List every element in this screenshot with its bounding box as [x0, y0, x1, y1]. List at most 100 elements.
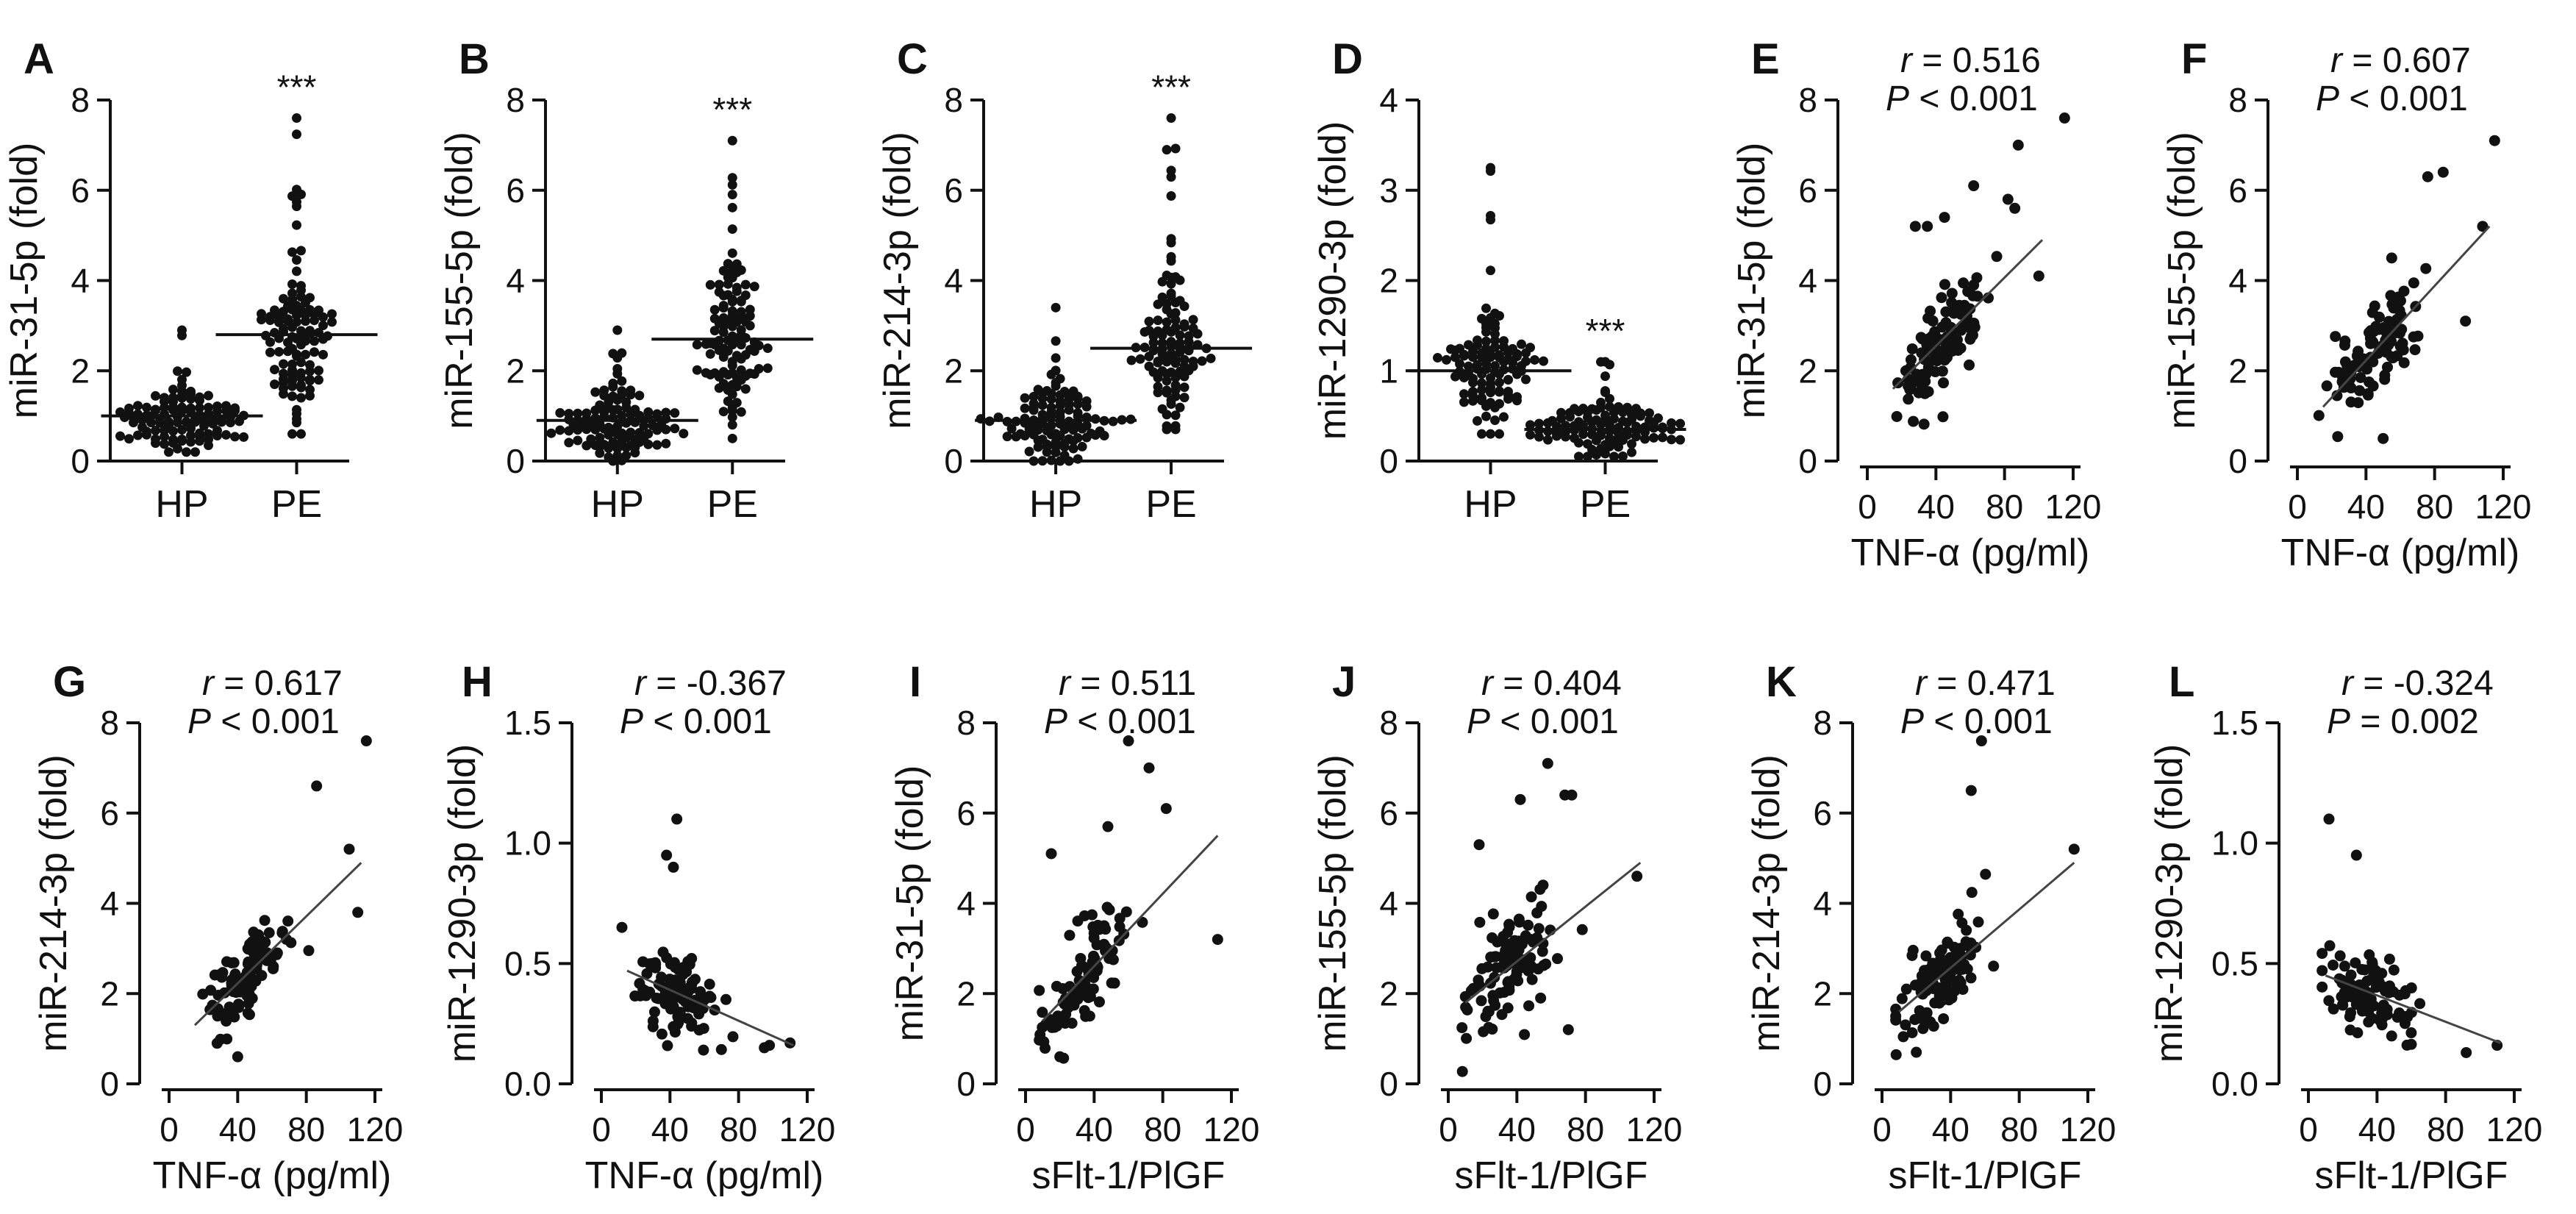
data-point: [1631, 404, 1641, 414]
data-point: [327, 317, 337, 327]
stat-r-symbol: r: [634, 664, 648, 703]
data-point: [177, 402, 187, 413]
data-point: [1170, 322, 1181, 332]
panel-a: 0 2 4 6 8 miR-31-5p (fold) A HP PE ***: [3, 35, 378, 526]
data-point: [582, 408, 592, 418]
data-point: [1945, 321, 1957, 333]
data-point: [263, 926, 275, 938]
data-point: [2355, 372, 2366, 384]
data-point: [151, 390, 160, 401]
data-point: [2313, 410, 2325, 421]
data-point: [740, 290, 751, 301]
data-point: [270, 365, 279, 375]
y-tick-label: 0: [71, 442, 90, 480]
data-point: [595, 400, 605, 410]
stat-p-value: < 0.001: [1490, 702, 1619, 741]
y-tick-label: 1: [1379, 351, 1398, 390]
data-point: [599, 385, 609, 396]
data-point: [667, 994, 679, 1006]
data-point: [1037, 400, 1048, 410]
data-point: [621, 450, 632, 460]
y-tick-label: 6: [100, 794, 119, 832]
data-point: [668, 861, 679, 873]
significance-stars: ***: [1586, 312, 1625, 350]
data-point: [617, 376, 627, 386]
data-point: [1891, 410, 1903, 422]
data-point: [1600, 386, 1610, 396]
data-point: [727, 306, 737, 316]
data-point: [1526, 974, 1538, 985]
data-point: [1953, 908, 1964, 920]
data-point: [1188, 356, 1198, 366]
data-point: [687, 1002, 699, 1014]
data-point: [1480, 1011, 1492, 1023]
data-point: [1179, 354, 1189, 365]
x-tick-label: PE: [707, 483, 758, 526]
data-point: [1051, 302, 1061, 313]
data-point: [1969, 321, 1981, 333]
data-point: [1077, 441, 1087, 451]
data-point: [669, 961, 681, 973]
data-point: [1086, 909, 1098, 921]
data-point: [1179, 393, 1189, 403]
stat-p: P = 0.002: [2327, 702, 2479, 741]
data-point: [285, 937, 297, 949]
data-point: [1461, 1032, 1473, 1044]
data-point: [269, 949, 281, 960]
data-point: [2365, 338, 2377, 349]
data-point: [204, 390, 213, 401]
data-point: [1897, 1031, 1909, 1043]
data-point: [1486, 429, 1495, 439]
data-point: [1473, 415, 1482, 426]
data-point: [629, 990, 641, 1002]
data-point: [2354, 385, 2366, 396]
data-point: [599, 440, 609, 450]
data-point: [1153, 315, 1163, 326]
data-point: [1179, 319, 1189, 329]
data-point: [672, 1011, 684, 1023]
data-point: [1552, 428, 1561, 438]
data-point: [641, 968, 653, 979]
regression-line: [2322, 225, 2491, 408]
data-point: [723, 290, 733, 300]
stat-r: r = 0.607: [2330, 41, 2471, 80]
data-point: [1964, 359, 1975, 371]
data-point: [762, 343, 773, 354]
data-point: [1954, 303, 1966, 315]
data-point: [573, 435, 583, 446]
data-point: [1936, 944, 1947, 956]
data-point: [1900, 983, 1912, 995]
data-point: [2420, 263, 2432, 274]
data-point: [2398, 285, 2410, 297]
data-point: [1537, 879, 1549, 891]
data-point: [1917, 988, 1928, 1000]
data-point: [1059, 450, 1070, 460]
data-point: [310, 336, 319, 346]
data-point: [2323, 813, 2335, 825]
data-point: [292, 266, 301, 276]
data-point: [1614, 401, 1623, 412]
data-point: [2399, 988, 2411, 1000]
data-point: [186, 403, 196, 413]
data-point: [1034, 1029, 1046, 1040]
data-point: [1162, 145, 1172, 155]
data-point: [207, 999, 218, 1011]
x-axis-label: TNF-α (pg/ml): [1851, 532, 2090, 574]
x-tick-label: 40: [1917, 488, 1955, 526]
data-point: [182, 416, 191, 426]
data-point: [1596, 429, 1606, 439]
stat-p-value: < 0.001: [211, 702, 340, 741]
data-point: [1473, 839, 1485, 851]
data-point: [1075, 990, 1087, 1001]
panel-g: 0 2 4 6 8 miR-214-3p (fold) G 0 40 80 120 TNF-α (pg…: [32, 658, 403, 1197]
data-point: [1658, 432, 1667, 443]
y-tick-label: 0: [506, 442, 525, 480]
stat-r: r = 0.516: [1900, 41, 2041, 80]
y-tick-label: 2: [956, 974, 976, 1013]
data-point: [686, 1021, 698, 1032]
data-point: [257, 309, 266, 319]
data-point: [2339, 991, 2351, 1003]
data-point: [1071, 965, 1083, 977]
data-point: [173, 366, 182, 376]
data-point: [718, 343, 729, 354]
